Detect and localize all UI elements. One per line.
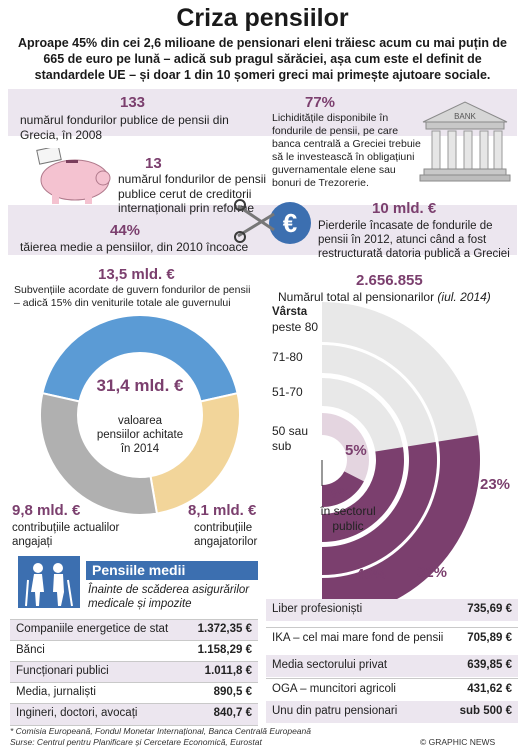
- donut-center-label: valoarea pensiilor achitate în 2014: [96, 415, 184, 455]
- age-group-51-70: 51-70: [272, 385, 303, 399]
- stat-funds-required-label: numărul fondurilor de pensii publice cer…: [118, 172, 267, 215]
- age-band-3: [322, 471, 364, 507]
- age-arcs-chart: [321, 302, 480, 600]
- row-label: Bănci: [16, 644, 45, 656]
- piggy-bank-icon: [36, 148, 111, 204]
- employers-contrib-value: 8,1 mld. €: [188, 502, 257, 519]
- row-value: 1.011,8 €: [204, 665, 252, 677]
- table-row: Media sectorului privat 639,85 €: [266, 655, 518, 677]
- subsidy-label: Subvențiile acordate de guvern fondurilo…: [14, 284, 251, 309]
- stat-liquidity-label: Lichiditățile disponibile în fondurile d…: [272, 112, 421, 189]
- table-row: Bănci 1.158,29 €: [10, 640, 258, 662]
- age-group-over-80: peste 80: [272, 320, 319, 334]
- table-row: Funcționari publici 1.011,8 €: [10, 661, 258, 683]
- footer-note: * Comisia Europeană, Fondul Monetar Inte…: [10, 726, 311, 736]
- table-row: Companiile energetice de stat 1.372,35 €: [10, 619, 258, 641]
- row-label: Media sectorului privat: [272, 659, 388, 671]
- table-row: IKA – cel mai mare fond de pensii 705,89…: [266, 627, 518, 650]
- row-value: 1.372,35 €: [197, 623, 252, 635]
- page-subtitle: Aproape 45% din cei 2,6 milioane de pens…: [17, 36, 508, 82]
- pct-over-80: 23%: [480, 476, 511, 493]
- pct-71-80: 32%: [417, 564, 448, 581]
- row-label: Unu din patru pensionari: [272, 705, 398, 717]
- stat-funds-2008-value: 133: [120, 94, 146, 111]
- subsidy-value: 13,5 mld. €: [98, 266, 175, 283]
- footer-credit: © GRAPHIC NEWS: [420, 737, 496, 747]
- scissors-euro-icon: €: [234, 199, 311, 244]
- age-heading: Vârsta: [272, 306, 308, 318]
- public-sector-label: în sectorul public: [320, 504, 376, 533]
- row-value: 705,89 €: [467, 632, 512, 644]
- donut-slice-0: [41, 314, 239, 403]
- donut-center-value: 31,4 mld. €: [96, 376, 184, 395]
- table-row: Ingineri, doctori, avocați 840,7 €: [10, 703, 258, 726]
- stat-liquidity-value: 77%: [305, 94, 336, 111]
- age-band-1: [322, 442, 437, 575]
- stat-losses-label: Pierderile încasate de fondurile de pens…: [318, 220, 510, 260]
- age-group-71-80: 71-80: [272, 350, 303, 364]
- row-label: Funcționari publici: [16, 665, 109, 677]
- table-row: Liber profesioniști 735,69 €: [266, 599, 518, 621]
- avg-pensions-subheading: Înainte de scăderea asigurărilor medical…: [88, 584, 250, 610]
- stats-band-4: [8, 255, 517, 315]
- table-row: Media, jurnaliști 890,5 €: [10, 682, 258, 704]
- row-label: IKA – cel mai mare fond de pensii: [272, 632, 444, 644]
- pensioners-total-value: 2.656.855: [356, 272, 423, 289]
- row-label: Media, jurnaliști: [16, 686, 96, 698]
- public-sector-value: 8%: [330, 485, 352, 502]
- stats-band-3: [8, 205, 517, 255]
- age-band-2: [322, 447, 404, 542]
- row-value: 890,5 €: [213, 686, 252, 698]
- svg-text:€: €: [283, 208, 297, 238]
- stat-pension-cut-value: 44%: [110, 222, 141, 239]
- stat-funds-2008-label: numărul fondurilor publice de pensii din…: [20, 113, 229, 142]
- row-label: Liber profesioniști: [272, 603, 363, 615]
- pension-donut-chart: [39, 314, 241, 516]
- stat-pension-cut-label: tăierea medie a pensiilor, din 2010 înco…: [20, 240, 249, 254]
- age-band-0: [322, 435, 480, 600]
- row-value: 639,85 €: [467, 659, 512, 671]
- avg-pensions-heading: Pensiile medii: [86, 561, 258, 580]
- bank-label: BANK: [454, 112, 476, 121]
- pct-51-70: 40%: [356, 566, 387, 583]
- pct-50-under: 5%: [345, 442, 367, 459]
- employees-contrib-value: 9,8 mld. €: [12, 502, 81, 519]
- footer-source: Surse: Centrul pentru Planificare și Cer…: [10, 737, 262, 747]
- pensioners-total-label: Numărul total al pensionarilor (iul. 201…: [278, 290, 491, 304]
- age-group-50-under: 50 sau sub: [272, 424, 309, 453]
- row-value: 431,62 €: [467, 683, 512, 695]
- donut-slice-1: [39, 391, 159, 516]
- row-value: 735,69 €: [467, 603, 512, 615]
- bank-icon: BANK: [419, 101, 511, 182]
- elderly-couple-icon: [18, 556, 80, 608]
- pensioners-total-note: (iul. 2014): [437, 290, 491, 304]
- row-value: sub 500 €: [459, 705, 512, 717]
- row-value: 1.158,29 €: [197, 644, 252, 656]
- employers-contrib-label: contribuțiile angajatorilor: [194, 522, 258, 548]
- stat-losses-value: 10 mld. €: [372, 200, 437, 217]
- row-label: Ingineri, doctori, avocați: [16, 707, 138, 719]
- table-row: OGA – muncitori agricoli 431,62 €: [266, 678, 518, 701]
- employees-contrib-label: contribuțiile actualilor angajați: [12, 522, 120, 548]
- table-row: Unu din patru pensionari sub 500 €: [266, 701, 518, 723]
- page-title: Criza pensiilor: [176, 4, 349, 32]
- stat-funds-required-value: 13: [145, 155, 162, 172]
- row-label: OGA – muncitori agricoli: [272, 683, 396, 695]
- row-label: Companiile energetice de stat: [16, 623, 169, 635]
- row-value: 840,7 €: [213, 707, 252, 719]
